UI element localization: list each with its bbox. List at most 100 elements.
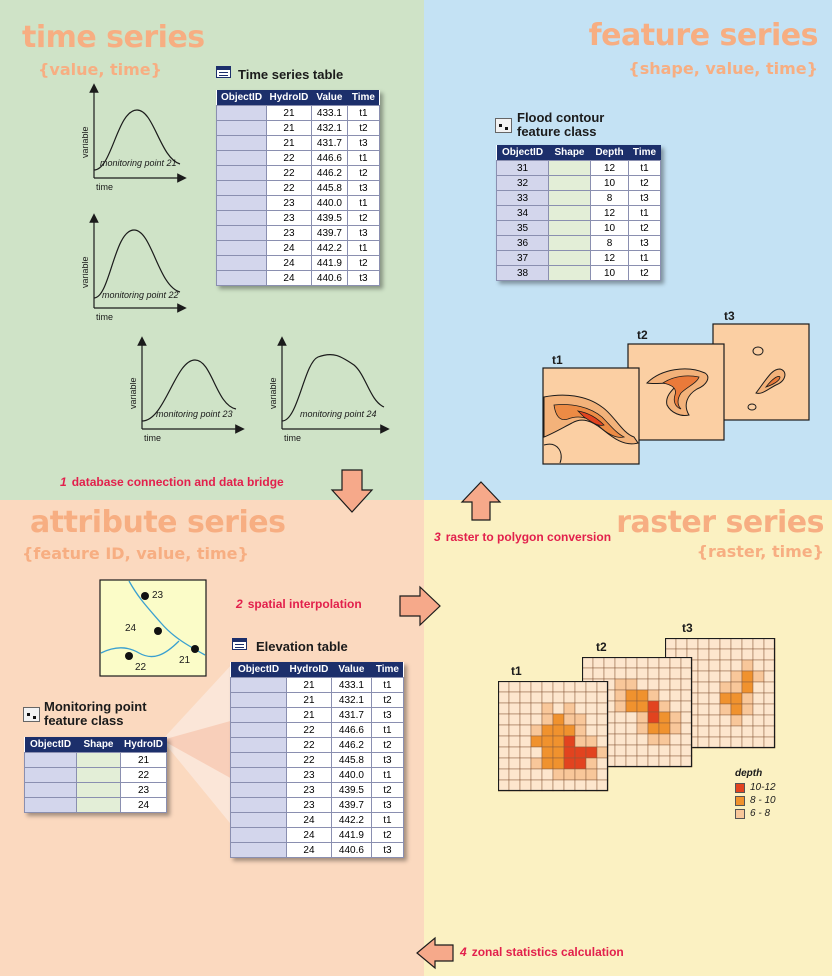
raster-cell [741, 703, 754, 716]
raster-cell [719, 692, 732, 705]
raster-cell [541, 757, 554, 770]
raster-cell [614, 744, 627, 757]
table-cell: t3 [346, 135, 380, 151]
raster-cell [625, 689, 638, 702]
table-cell: 439.7 [330, 797, 372, 813]
raster-cell [669, 678, 682, 691]
table-cell [216, 255, 267, 271]
raster-cell [697, 703, 710, 716]
raster-cell [697, 659, 710, 672]
raster-cell [498, 757, 510, 770]
table-row: 36 8 t3 [496, 235, 661, 251]
table-cell [24, 797, 77, 813]
step-1-text: database connection and data bridge [71, 475, 284, 489]
raster-cell [675, 638, 688, 650]
table-cell: 21 [286, 707, 332, 723]
table-cell: t3 [370, 797, 404, 813]
raster-cell [730, 648, 743, 661]
raster-cell [552, 702, 565, 715]
table-cell: t1 [346, 240, 380, 256]
raster-cell [563, 768, 576, 781]
raster-cell [530, 702, 543, 715]
table-cell: 440.0 [310, 195, 348, 211]
column-header: Time [628, 145, 661, 161]
raster-cell [763, 725, 776, 738]
column-header: Value [311, 90, 348, 106]
raster-cell [596, 691, 609, 704]
table-cell [230, 797, 287, 813]
raster-cell [574, 681, 587, 693]
raster-cell [563, 702, 576, 715]
axis-y-label: variable [82, 256, 90, 288]
elevation-table: ObjectID HydroID Value Time 21 433.1 t1 21 432.1… [230, 662, 404, 858]
raster-cell [697, 714, 710, 727]
table-cell: 439.5 [310, 210, 348, 226]
raster-cell [498, 681, 510, 693]
table-cell [24, 767, 77, 783]
axis-y-label: variable [82, 126, 90, 158]
table-cell: 440.6 [310, 270, 348, 286]
raster-cell [519, 691, 532, 704]
point-label-22: 22 [135, 662, 147, 673]
raster-cell [574, 768, 587, 781]
table-cell [216, 240, 267, 256]
table-cell: 22 [286, 752, 332, 768]
raster-cell [669, 755, 682, 768]
raster-cell [530, 746, 543, 759]
table-cell: 23 [286, 767, 332, 783]
table-row: 22 446.6 t1 [230, 722, 404, 738]
raster-cell [658, 657, 671, 669]
raster-cell [530, 713, 543, 726]
point-label-21: 21 [179, 655, 191, 666]
raster-cell [647, 689, 660, 702]
raster-cell [552, 691, 565, 704]
raster-cell [519, 757, 532, 770]
table-cell: 36 [496, 235, 549, 251]
raster-cell [752, 648, 765, 661]
table-row: 23 [24, 782, 167, 798]
column-header: Shape [76, 737, 121, 753]
table-cell: 8 [590, 235, 629, 251]
table-cell: 439.5 [330, 782, 372, 798]
table-cell: 433.1 [330, 677, 372, 693]
table-cell [76, 752, 121, 768]
table-cell: 35 [496, 220, 549, 236]
raster-cell [636, 733, 649, 746]
raster-cell [658, 744, 671, 757]
raster-cell [741, 648, 754, 661]
raster-cell [636, 657, 649, 669]
arrow-right-icon [399, 585, 441, 627]
table-cell: t1 [346, 105, 380, 121]
table-cell: 31 [496, 160, 549, 176]
table-cell: 37 [496, 250, 549, 266]
step-2-label: 2 spatial interpolation [236, 597, 362, 611]
flood-table-label: Flood contour feature class [517, 111, 604, 139]
column-header: ObjectID [496, 145, 549, 161]
raster-cell [563, 735, 576, 748]
raster-cell [519, 746, 532, 759]
table-icon [232, 638, 247, 650]
raster-cell [519, 724, 532, 737]
raster-cell [614, 722, 627, 735]
raster-cell [636, 711, 649, 724]
raster-cell [574, 724, 587, 737]
raster-cell [719, 670, 732, 683]
table-icon [216, 66, 231, 78]
table-cell [230, 767, 287, 783]
raster-cell [658, 755, 671, 768]
table-cell: t1 [370, 722, 404, 738]
table-row: 24 442.2 t1 [230, 812, 404, 828]
table-cell: 23 [266, 210, 312, 226]
table-cell: 12 [590, 205, 629, 221]
raster-cell [658, 678, 671, 691]
raster-cell [625, 755, 638, 768]
table-cell: t1 [628, 205, 661, 221]
raster-cell [614, 667, 627, 680]
column-header: HydroID [266, 90, 312, 106]
table-cell: t1 [628, 160, 661, 176]
raster-cell [658, 711, 671, 724]
table-row: 21 431.7 t3 [230, 707, 404, 723]
raster-cell [752, 725, 765, 738]
raster-cell [519, 681, 532, 693]
flood-contour-table: ObjectID Shape Depth Time 31 12 t1 32 10 t2 33 8 t3 3… [496, 145, 661, 281]
